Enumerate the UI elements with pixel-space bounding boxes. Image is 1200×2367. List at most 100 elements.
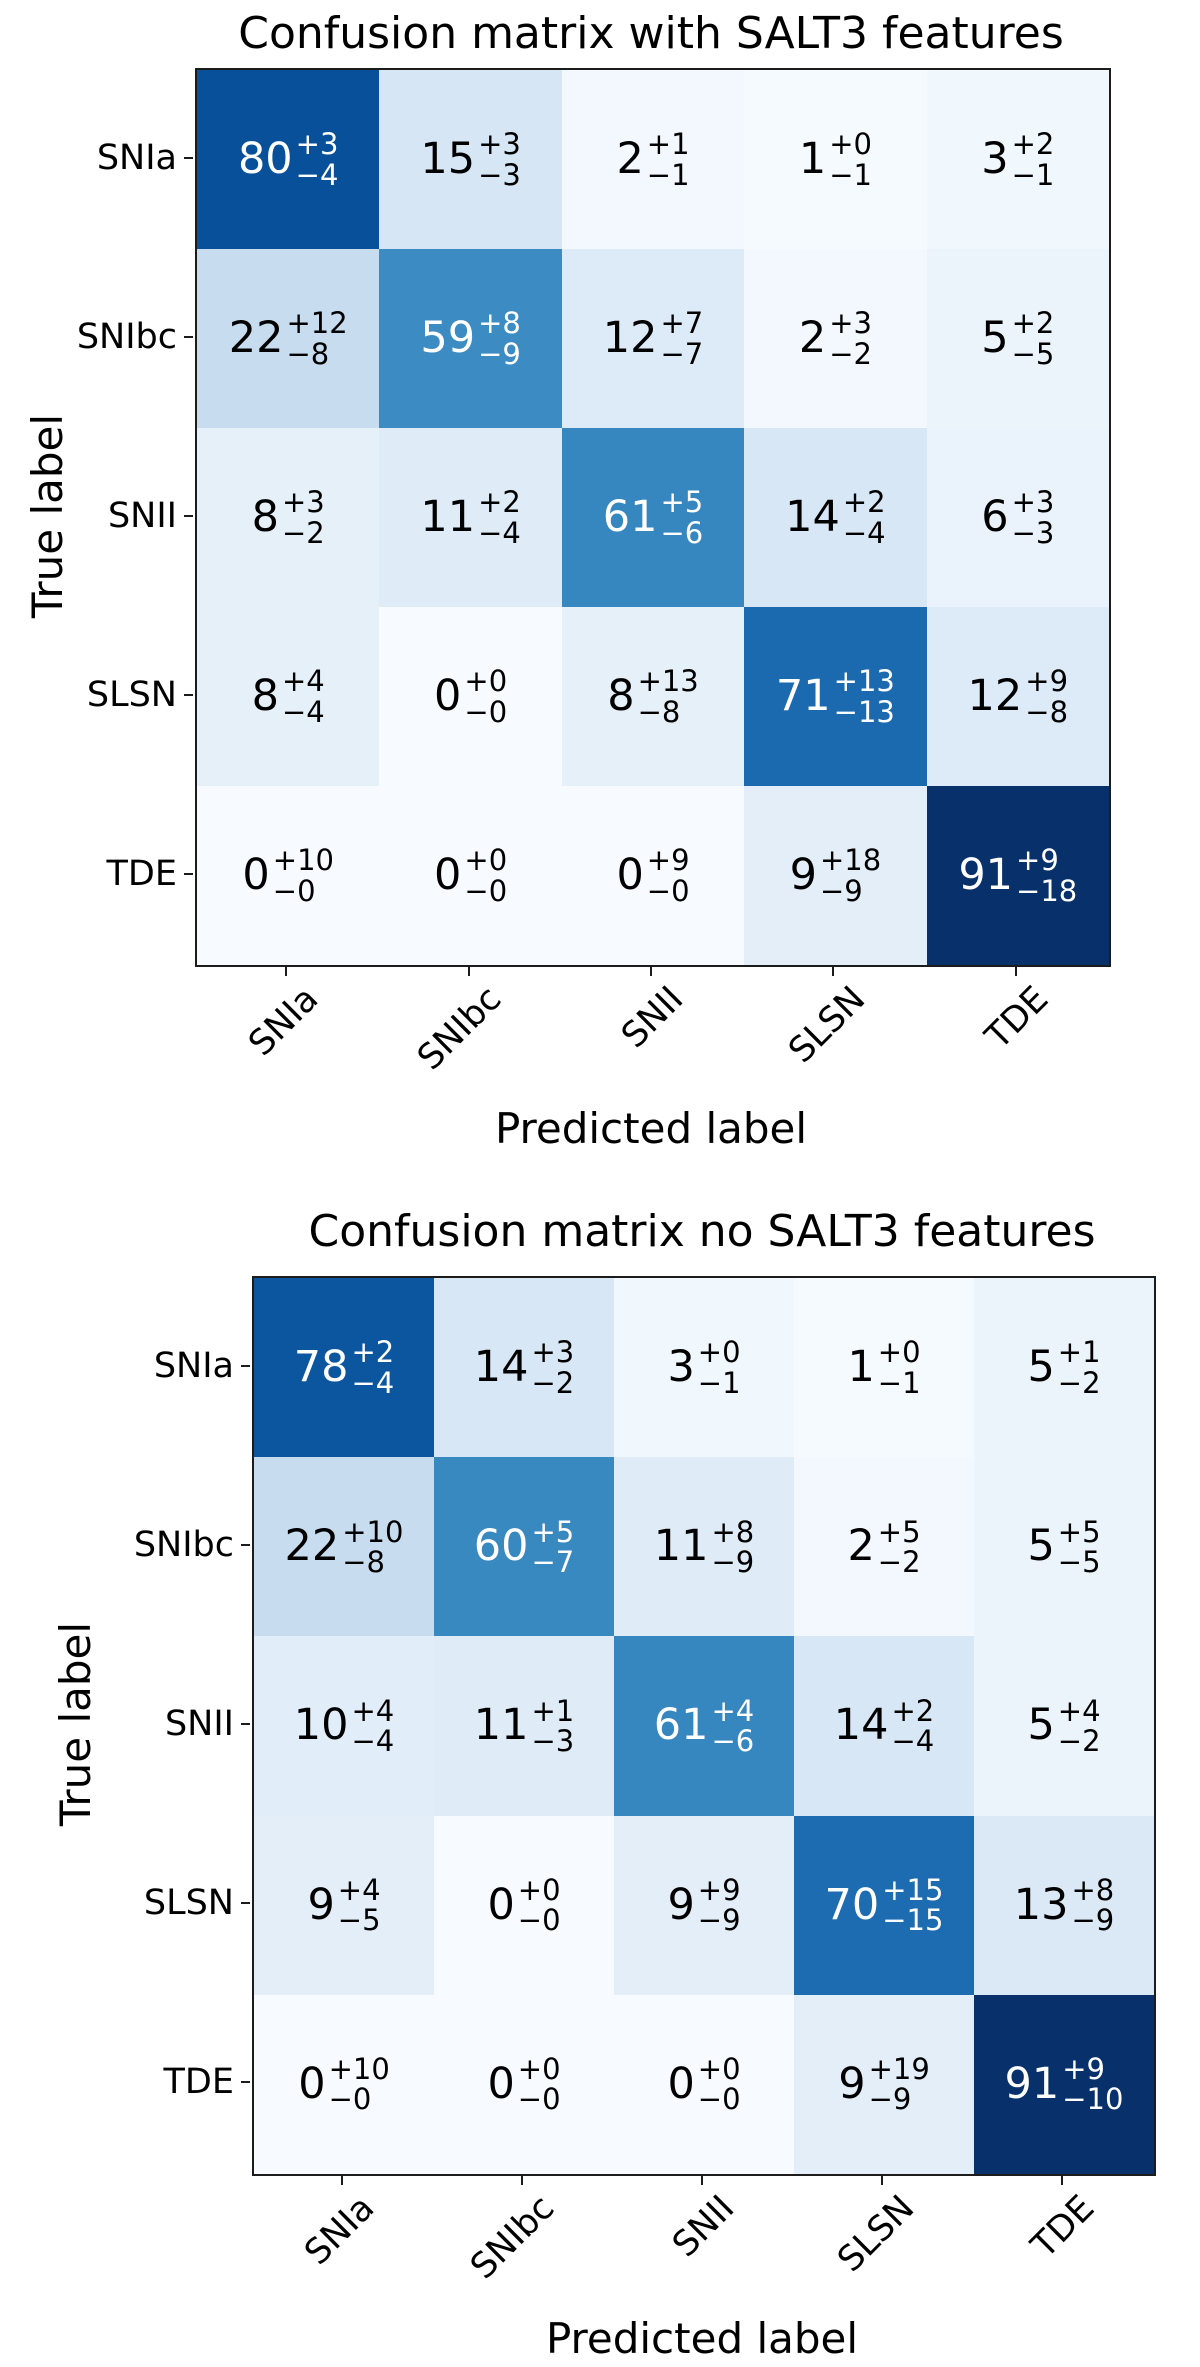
matrix-1-cell-SNIbc-SNIa: 22 +12 −8 — [197, 249, 380, 428]
cell-uncertainty: +13 −13 — [834, 666, 895, 726]
matrix-2-cell-TDE-SNIa: 0 +10 −0 — [254, 1994, 434, 2174]
cell-error-minus: −4 — [478, 515, 521, 550]
matrix-2-cell-SNII-TDE: 5 +4 −2 — [974, 1636, 1154, 1816]
y-tick-mark — [241, 1364, 250, 1367]
cell-error-minus: −9 — [711, 1544, 755, 1579]
cell-error-minus: −9 — [697, 1903, 741, 1938]
matrix-2-cell-SNII-SNIbc: 11 +1 −3 — [434, 1636, 614, 1816]
y-tick-mark — [241, 1902, 250, 1905]
y-tick-mark — [184, 156, 193, 159]
x-tick-mark — [341, 2176, 343, 2185]
matrix-1-ytick-SNIbc: SNIbc — [76, 316, 177, 357]
cell-error-minus: −1 — [829, 157, 872, 192]
cell-value: 0 — [298, 2058, 326, 2109]
y-tick-mark — [184, 514, 193, 517]
cell-uncertainty: +2 −4 — [843, 487, 886, 547]
cell-uncertainty: +0 −0 — [464, 845, 507, 905]
matrix-1-cell-SNII-TDE: 6 +3 −3 — [926, 428, 1109, 607]
cell-value: 2 — [616, 134, 644, 184]
cell-error-minus: −8 — [637, 694, 681, 729]
matrix-2-cell-SNIa-SNII: 3 +0 −1 — [614, 1278, 794, 1458]
matrix-1-xtick-TDE: TDE — [977, 979, 1057, 1058]
matrix-2-ytick-SLSN: SLSN — [143, 1883, 234, 1924]
cell-error-plus: +0 — [697, 2052, 741, 2087]
cell-value: 0 — [487, 1879, 515, 1930]
cell-value: 12 — [967, 671, 1023, 721]
cell-error-plus: +2 — [1011, 127, 1055, 162]
cell-error-plus: +2 — [842, 485, 886, 520]
cell-value: 59 — [420, 313, 476, 363]
matrix-2-xtick-SNIa: SNIa — [297, 2188, 383, 2273]
cell-uncertainty: +0 −1 — [829, 129, 872, 189]
x-tick-mark — [701, 2176, 703, 2185]
cell-value: 60 — [473, 1521, 529, 1572]
cell-uncertainty: +12 −8 — [286, 308, 347, 368]
cell-error-plus: +8 — [478, 306, 521, 341]
figure-1-title: Confusion matrix with SALT3 features — [238, 8, 1064, 59]
cell-error-minus: −2 — [1057, 1365, 1101, 1400]
y-tick-mark — [241, 2081, 250, 2084]
matrix-1-cell-SLSN-SNII: 8 +13 −8 — [561, 607, 745, 786]
cell-error-plus: +1 — [531, 1693, 575, 1728]
cell-value: 0 — [434, 671, 462, 721]
cell-error-minus: −6 — [711, 1723, 755, 1758]
cell-error-minus: −13 — [833, 694, 895, 729]
cell-error-plus: +18 — [819, 843, 882, 878]
matrix-1-cell-SLSN-SNIa: 8 +4 −4 — [197, 607, 380, 786]
cell-value: 15 — [420, 134, 476, 184]
figure-2-x-axis-label: Predicted label — [545, 2314, 859, 2363]
matrix-1-cell-SNIbc-SLSN: 2 +3 −2 — [744, 249, 927, 428]
cell-error-minus: −8 — [1025, 694, 1069, 729]
matrix-1-ytick-TDE: TDE — [106, 853, 177, 894]
cell-uncertainty: +4 −6 — [711, 1696, 754, 1756]
cell-uncertainty: +3 −2 — [829, 308, 872, 368]
cell-error-plus: +0 — [464, 664, 508, 699]
cell-error-plus: +7 — [660, 306, 704, 341]
matrix-2-cell-SLSN-SNIa: 9 +4 −5 — [254, 1815, 434, 1995]
cell-uncertainty: +0 −1 — [878, 1337, 921, 1397]
cell-error-minus: −10 — [1062, 2082, 1124, 2117]
x-tick-mark — [467, 967, 470, 976]
y-tick-mark — [184, 335, 193, 338]
cell-error-plus: +3 — [1011, 485, 1055, 520]
cell-value: 5 — [981, 313, 1009, 363]
cell-error-minus: −9 — [1071, 1903, 1115, 1938]
matrix-1-cell-SNIbc-TDE: 5 +2 −5 — [926, 249, 1109, 428]
cell-uncertainty: +19 −9 — [869, 2054, 930, 2114]
cell-error-plus: +4 — [1057, 1693, 1101, 1728]
cell-value: 5 — [1027, 1342, 1055, 1393]
cell-value: 8 — [251, 492, 279, 542]
matrix-2-cell-SLSN-SLSN: 70 +15 −15 — [794, 1815, 974, 1995]
cell-value: 0 — [242, 850, 270, 900]
matrix-2-cell-TDE-SLSN: 9 +19 −9 — [794, 1994, 974, 2174]
cell-value: 1 — [847, 1342, 875, 1393]
cell-value: 61 — [653, 1700, 709, 1751]
cell-uncertainty: +3 −2 — [531, 1337, 574, 1397]
cell-uncertainty: +0 −0 — [464, 666, 507, 726]
cell-value: 22 — [228, 313, 284, 363]
cell-error-minus: −5 — [1011, 336, 1055, 371]
cell-error-plus: +5 — [1057, 1514, 1101, 1549]
matrix-2-cell-SLSN-SNII: 9 +9 −9 — [614, 1815, 794, 1995]
cell-uncertainty: +8 −9 — [1071, 1875, 1114, 1935]
cell-error-minus: −2 — [829, 336, 872, 371]
matrix-1-cell-SLSN-SNIbc: 0 +0 −0 — [379, 607, 562, 786]
cell-uncertainty: +3 −3 — [1012, 487, 1055, 547]
confusion-matrix-1-grid: 80 +3 −4 15 +3 −3 2 +1 −1 1 +0 −1 3 +2 −1 22 +12 −8 59 +8 −9… — [195, 68, 1111, 967]
matrix-1-cell-SNIa-SNIa: 80 +3 −4 — [197, 70, 380, 249]
y-tick-mark — [241, 1723, 250, 1725]
cell-error-minus: −0 — [272, 873, 316, 908]
cell-error-minus: −7 — [660, 336, 704, 371]
cell-value: 9 — [307, 1879, 335, 1930]
cell-error-plus: +3 — [282, 485, 325, 520]
cell-error-minus: −0 — [464, 873, 508, 908]
matrix-1-cell-SNIa-SNIbc: 15 +3 −3 — [379, 70, 562, 249]
cell-error-minus: −0 — [328, 2082, 372, 2117]
cell-value: 0 — [487, 2058, 515, 2109]
cell-error-plus: +4 — [282, 664, 325, 699]
cell-error-plus: +9 — [1025, 664, 1069, 699]
cell-value: 1 — [798, 134, 827, 184]
matrix-2-cell-SNIbc-SNIbc: 60 +5 −7 — [434, 1457, 614, 1637]
cell-value: 13 — [1013, 1879, 1069, 1930]
cell-uncertainty: +2 −5 — [1012, 308, 1055, 368]
